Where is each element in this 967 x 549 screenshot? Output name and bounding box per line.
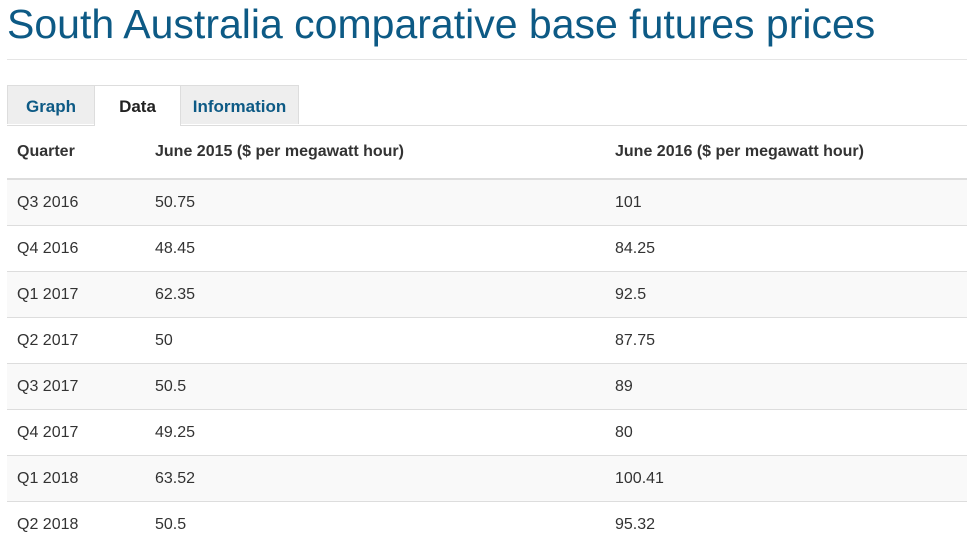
table-cell: 62.35 xyxy=(145,271,605,318)
table-row: Q1 2018 63.52 100.41 xyxy=(7,455,967,502)
table-cell: 63.52 xyxy=(145,455,605,502)
tab[interactable]: Graph xyxy=(7,85,95,124)
table-cell: 92.5 xyxy=(605,271,967,318)
column-header: June 2016 ($ per megawatt hour) xyxy=(605,126,967,180)
column-header: Quarter xyxy=(7,126,145,180)
table-cell: 87.75 xyxy=(605,317,967,364)
header-row: Quarter June 2015 ($ per megawatt hour) Ju… xyxy=(7,126,967,180)
table-cell: Q2 2018 xyxy=(7,501,145,547)
table-cell: 50.75 xyxy=(145,178,605,226)
table-row: Q2 2018 50.5 95.32 xyxy=(7,501,967,547)
table-cell: 80 xyxy=(605,409,967,456)
table-body: Q3 2016 50.75 101 Q4 2016 48.45 84.25 Q1 2017 6… xyxy=(7,178,967,547)
table-cell: 48.45 xyxy=(145,225,605,272)
table-row: Q4 2017 49.25 80 xyxy=(7,409,967,456)
tab[interactable]: Data xyxy=(94,85,181,126)
table-cell: 101 xyxy=(605,178,967,226)
table-cell: 84.25 xyxy=(605,225,967,272)
column-header: June 2015 ($ per megawatt hour) xyxy=(145,126,605,180)
table-row: Q2 2017 50 87.75 xyxy=(7,317,967,364)
table-cell: Q3 2016 xyxy=(7,178,145,226)
table-cell: 89 xyxy=(605,363,967,410)
table-row: Q3 2017 50.5 89 xyxy=(7,363,967,410)
table-cell: 100.41 xyxy=(605,455,967,502)
table-cell: Q3 2017 xyxy=(7,363,145,410)
data-table: Quarter June 2015 ($ per megawatt hour) Ju… xyxy=(7,126,967,547)
tab[interactable]: Information xyxy=(180,85,299,124)
table-cell: 50 xyxy=(145,317,605,364)
page-title: South Australia comparative base futures… xyxy=(7,1,876,47)
table-cell: 49.25 xyxy=(145,409,605,456)
table-head: Quarter June 2015 ($ per megawatt hour) Ju… xyxy=(7,126,967,180)
table-cell: Q2 2017 xyxy=(7,317,145,364)
table-cell: 95.32 xyxy=(605,501,967,547)
table-cell: 50.5 xyxy=(145,363,605,410)
table-row: Q4 2016 48.45 84.25 xyxy=(7,225,967,272)
table-row: Q1 2017 62.35 92.5 xyxy=(7,271,967,318)
tab-bar: Graph Data Information xyxy=(7,85,967,126)
table-cell: 50.5 xyxy=(145,501,605,547)
table-cell: Q1 2018 xyxy=(7,455,145,502)
title-rule xyxy=(7,59,967,60)
table-cell: Q4 2016 xyxy=(7,225,145,272)
table-cell: Q4 2017 xyxy=(7,409,145,456)
table-row: Q3 2016 50.75 101 xyxy=(7,178,967,226)
table-cell: Q1 2017 xyxy=(7,271,145,318)
